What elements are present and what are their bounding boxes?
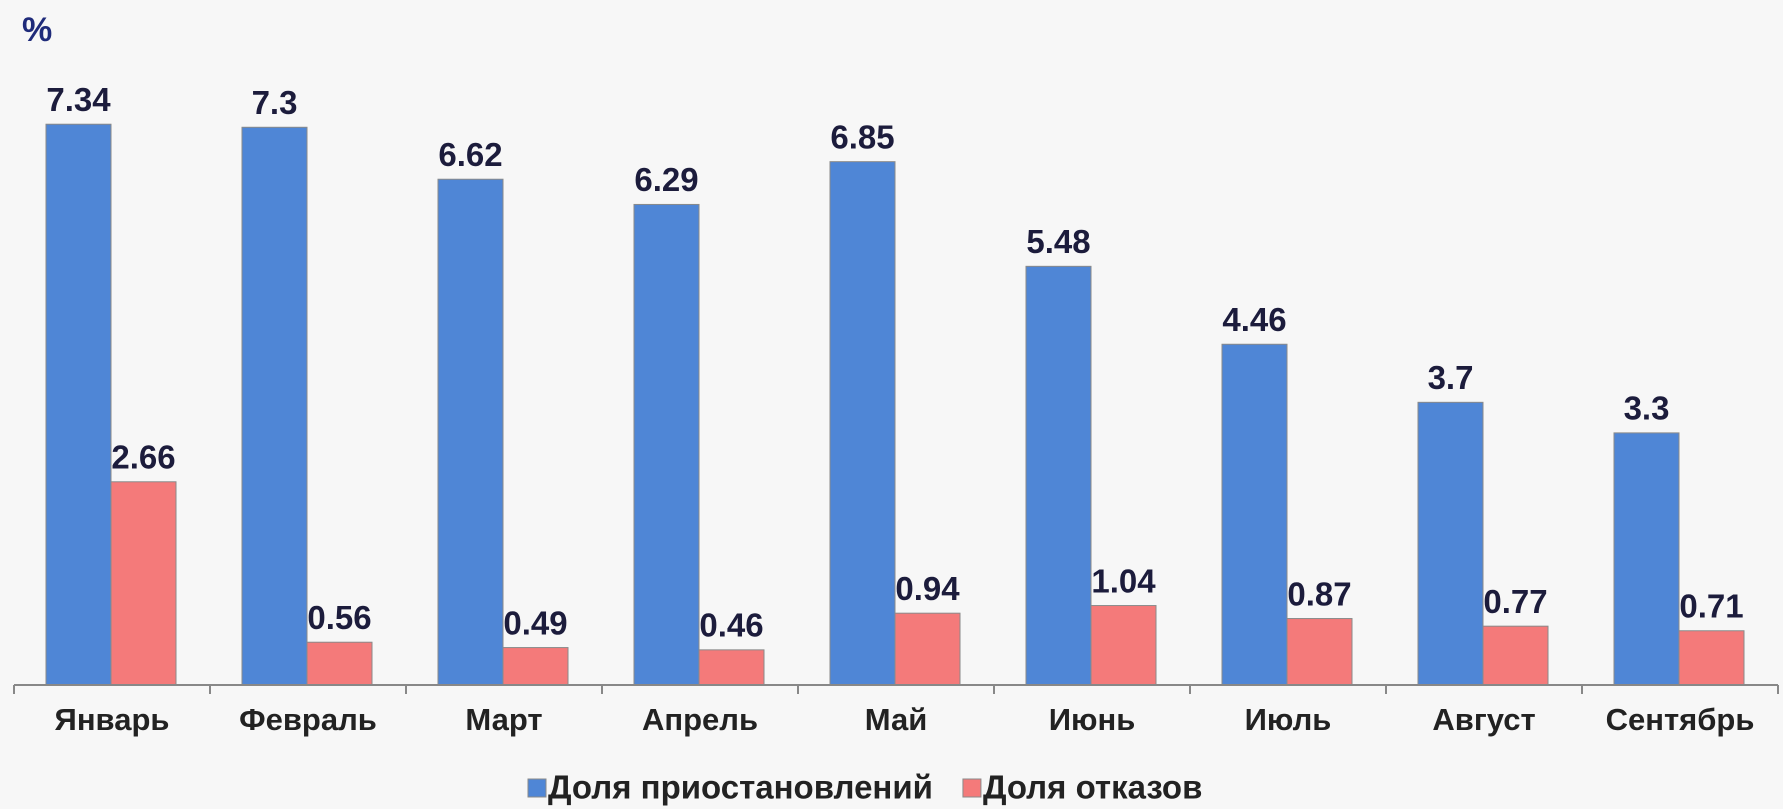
legend-label: Доля отказов: [983, 769, 1202, 806]
legend-swatch: [527, 778, 547, 798]
bar: [1090, 605, 1157, 686]
value-label: 0.49: [503, 604, 567, 641]
x-tick-label: Август: [1432, 702, 1535, 737]
bar: [633, 203, 700, 686]
bar: [306, 641, 373, 686]
x-tick-label: Март: [465, 702, 542, 737]
value-label: 0.77: [1483, 583, 1547, 620]
y-axis-label: %: [22, 11, 52, 49]
legend-label: Доля приостановлений: [548, 769, 933, 806]
value-label: 4.46: [1222, 301, 1286, 338]
bar: [1286, 618, 1353, 686]
value-label: 7.34: [46, 81, 111, 118]
value-label: 6.29: [634, 161, 698, 198]
value-label: 2.66: [111, 438, 175, 475]
bar: [1417, 401, 1484, 686]
bar: [1482, 625, 1549, 686]
value-label: 0.87: [1287, 575, 1351, 612]
value-label: 0.94: [895, 570, 960, 607]
bar: [437, 178, 504, 686]
value-label: 3.3: [1624, 390, 1670, 427]
x-tick-label: Апрель: [642, 702, 758, 737]
value-label: 0.56: [307, 599, 371, 636]
value-label: 0.71: [1679, 587, 1743, 624]
value-label: 5.48: [1026, 223, 1090, 260]
bar: [698, 649, 765, 686]
bar: [1613, 432, 1680, 686]
x-tick-label: Февраль: [239, 702, 377, 737]
value-label: 0.46: [699, 607, 763, 644]
value-label: 3.7: [1428, 359, 1474, 396]
x-tick-label: Июль: [1245, 702, 1332, 737]
x-tick-label: Январь: [55, 702, 170, 737]
x-tick-label: Май: [865, 702, 928, 737]
legend-swatch: [962, 778, 982, 798]
bar: [1678, 630, 1745, 686]
bar: [502, 647, 569, 686]
bar: [241, 126, 308, 686]
bar: [829, 161, 896, 686]
bar: [110, 481, 177, 686]
value-label: 6.85: [830, 118, 894, 155]
bar: [894, 612, 961, 686]
bar: [1221, 343, 1288, 686]
x-tick-label: Июнь: [1049, 702, 1136, 737]
value-label: 7.3: [252, 84, 298, 121]
value-label: 1.04: [1091, 562, 1156, 599]
bar: [45, 123, 112, 686]
x-tick-label: Сентябрь: [1606, 702, 1755, 737]
value-label: 6.62: [438, 136, 502, 173]
bar: [1025, 265, 1092, 686]
